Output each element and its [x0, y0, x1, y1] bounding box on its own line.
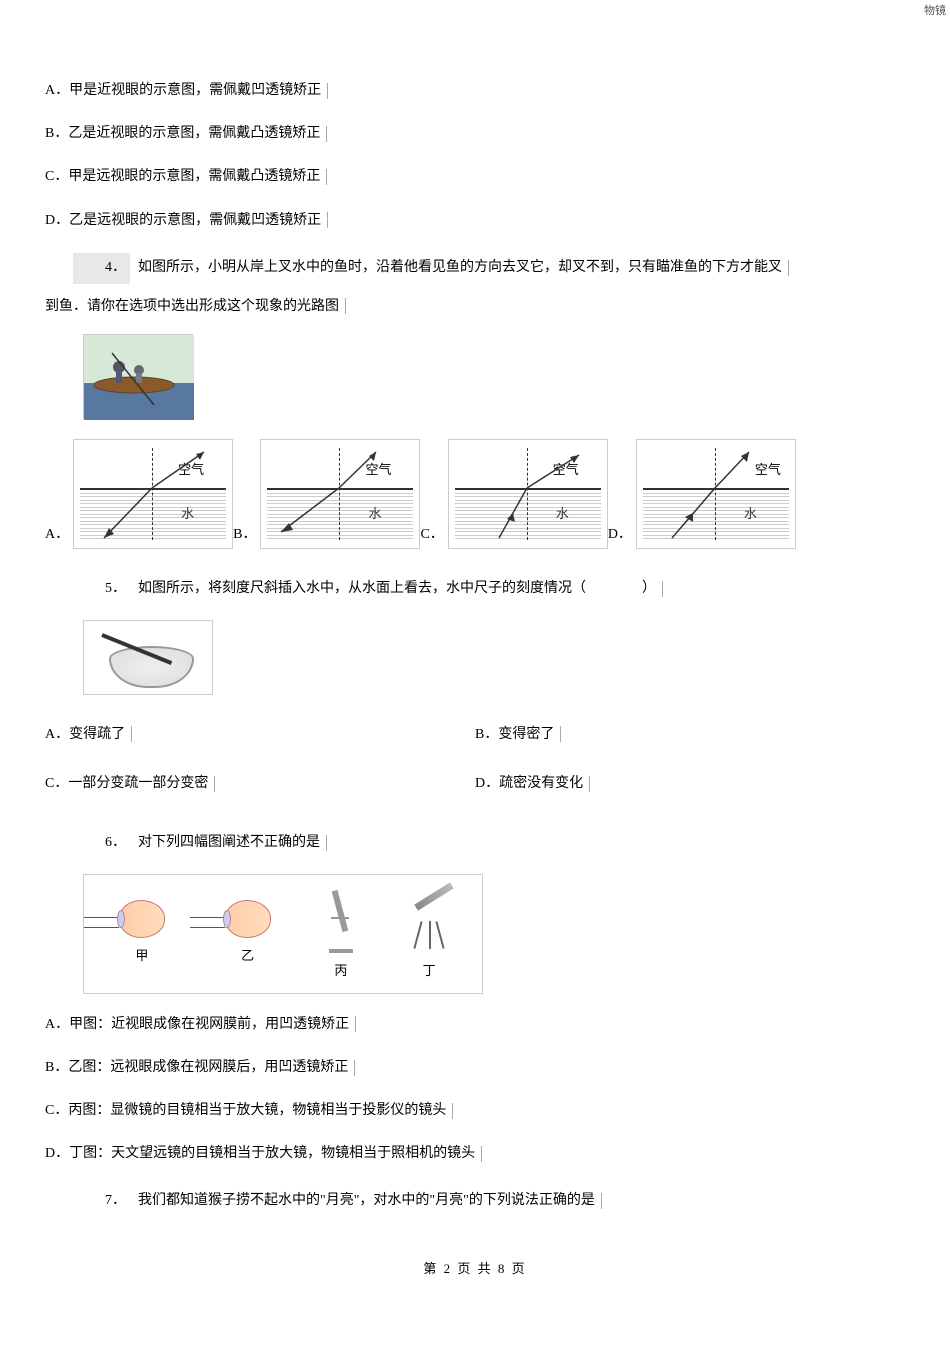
q4-text-line1: 4． 如图所示，小明从岸上叉水中的鱼时，沿着他看见鱼的方向去叉它，却叉不到，只有瞄… — [45, 253, 905, 284]
q4-opt-d-label: D． — [608, 522, 632, 549]
q4c-rays — [449, 440, 609, 550]
q5-opt-c-text: C．一部分变疏一部分变密 — [45, 776, 208, 791]
tick — [326, 126, 327, 142]
tick — [481, 1146, 482, 1162]
q4-fishing-illustration — [83, 334, 193, 419]
tick — [354, 1060, 355, 1076]
q5-number: 5． — [73, 574, 130, 605]
prev-option-a-text: A．甲是近视眼的示意图，需佩戴凹透镜矫正 — [45, 83, 321, 98]
q5-text: 5． 如图所示，将刻度尺斜插入水中，从水面上看去，水中尺子的刻度情况（ ） — [45, 574, 905, 605]
tick — [589, 776, 590, 792]
q5-opt-a-text: A．变得疏了 — [45, 727, 125, 742]
prev-option-d: D．乙是远视眼的示意图，需佩戴凹透镜矫正 — [45, 208, 905, 233]
question-5: 5． 如图所示，将刻度尺斜插入水中，从水面上看去，水中尺子的刻度情况（ ） A．变… — [45, 574, 905, 808]
q5-option-a: A．变得疏了 — [45, 722, 475, 747]
q5-option-d: D．疏密没有变化 — [475, 771, 905, 796]
tick — [214, 776, 215, 792]
q4-options-row: A． 空气 水 B． 空气 — [45, 439, 905, 549]
tick — [345, 298, 346, 314]
prev-option-b-text: B．乙是近视眼的示意图，需佩戴凸透镜矫正 — [45, 126, 320, 141]
q5-opt-d-text: D．疏密没有变化 — [475, 776, 583, 791]
q6-diagram-bing: 丙 — [311, 885, 371, 982]
prev-option-c-text: C．甲是远视眼的示意图，需佩戴凸透镜矫正 — [45, 169, 320, 184]
question-6: 6．对下列四幅图阐述不正确的是 物镜 甲 乙 — [45, 828, 905, 1167]
q4-diagram-c: 空气 水 — [448, 439, 608, 549]
q6-option-b: B．乙图：远视眼成像在视网膜后，用凹透镜矫正 — [45, 1055, 905, 1080]
tick — [452, 1103, 453, 1119]
q6-yi-label: 乙 — [241, 944, 254, 967]
q6-option-a: A．甲图：近视眼成像在视网膜前，用凹透镜矫正 — [45, 1012, 905, 1037]
tick — [327, 212, 328, 228]
q4-opt-c-label: C． — [420, 522, 443, 549]
page-footer: 第 2 页 共 8 页 — [45, 1257, 905, 1280]
q4-body1: 如图所示，小明从岸上叉水中的鱼时，沿着他看见鱼的方向去叉它，却叉不到，只有瞄准鱼… — [138, 260, 782, 275]
prev-option-b: B．乙是近视眼的示意图，需佩戴凸透镜矫正 — [45, 121, 905, 146]
q4b-rays — [261, 440, 421, 550]
q5-options: A．变得疏了 B．变得密了 C．一部分变疏一部分变密 D．疏密没有变化 — [45, 710, 905, 808]
tick — [662, 581, 663, 597]
q4-option-b-cell: B． 空气 水 — [233, 439, 420, 549]
tick — [327, 83, 328, 99]
prev-option-d-text: D．乙是远视眼的示意图，需佩戴凹透镜矫正 — [45, 213, 321, 228]
q4-option-a-cell: A． 空气 水 — [45, 439, 233, 549]
question-4: 4． 如图所示，小明从岸上叉水中的鱼时，沿着他看见鱼的方向去叉它，却叉不到，只有瞄… — [45, 253, 905, 549]
q7-number: 7． — [73, 1186, 130, 1217]
q6-ding-label: 丁 — [423, 959, 436, 982]
q6-diagram-yi: 乙 — [205, 900, 290, 967]
q5-body: 如图所示，将刻度尺斜插入水中，从水面上看去，水中尺子的刻度情况（ ） — [138, 581, 656, 596]
q6-jia-label: 甲 — [135, 944, 148, 967]
q6-text: 6． 对下列四幅图阐述不正确的是 — [45, 828, 905, 859]
q4-option-c-cell: C． 空气 水 — [420, 439, 607, 549]
question-7: 7． 我们都知道猴子捞不起水中的"月亮"，对水中的"月亮"的下列说法正确的是 — [45, 1186, 905, 1217]
q4-diagram-b: 空气 水 — [260, 439, 420, 549]
q4-diagram-d: 空气 水 — [636, 439, 796, 549]
fishing-svg — [84, 335, 194, 420]
tick — [326, 169, 327, 185]
q4d-rays — [637, 440, 797, 550]
q4-opt-a-label: A． — [45, 522, 69, 549]
q6-opt-d-text: D．丁图：天文望远镜的目镜相当于放大镜，物镜相当于照相机的镜头 — [45, 1146, 475, 1161]
q7-body: 我们都知道猴子捞不起水中的"月亮"，对水中的"月亮"的下列说法正确的是 — [138, 1193, 595, 1208]
q6-bing-label: 丙 — [334, 959, 347, 982]
tick — [131, 726, 132, 742]
q5-opt-b-text: B．变得密了 — [475, 727, 554, 742]
prev-option-a: A．甲是近视眼的示意图，需佩戴凹透镜矫正 — [45, 78, 905, 103]
q6-option-d: D．丁图：天文望远镜的目镜相当于放大镜，物镜相当于照相机的镜头 — [45, 1141, 905, 1166]
q6-opt-b-text: B．乙图：远视眼成像在视网膜后，用凹透镜矫正 — [45, 1060, 348, 1075]
q6-opt-c-text: C．丙图：显微镜的目镜相当于放大镜，物镜相当于投影仪的镜头 — [45, 1103, 446, 1118]
prev-option-c: C．甲是远视眼的示意图，需佩戴凸透镜矫正 — [45, 164, 905, 189]
tick — [355, 1016, 356, 1032]
q4-text-line2: 到鱼．请你在选项中选出形成这个现象的光路图 — [45, 294, 905, 319]
q6-option-c: C．丙图：显微镜的目镜相当于放大镜，物镜相当于投影仪的镜头 — [45, 1098, 905, 1123]
q5-option-c: C．一部分变疏一部分变密 — [45, 771, 475, 796]
tick — [326, 835, 327, 851]
q6-obj-lens-label: 物镜 — [924, 2, 946, 22]
q4-opt-b-label: B． — [233, 522, 256, 549]
tick — [601, 1193, 602, 1209]
q6-body: 对下列四幅图阐述不正确的是 — [138, 835, 320, 850]
q4-diagram-a: 空气 水 — [73, 439, 233, 549]
q6-four-diagrams: 物镜 甲 乙 丙 — [83, 874, 483, 994]
q4-body2: 到鱼．请你在选项中选出形成这个现象的光路图 — [45, 299, 339, 314]
q4-option-d-cell: D． 空气 水 — [608, 439, 796, 549]
tick — [788, 260, 789, 276]
q5-bowl-illustration — [83, 620, 213, 695]
q4-number: 4． — [73, 253, 130, 284]
q4a-rays — [74, 440, 234, 550]
q6-opt-a-text: A．甲图：近视眼成像在视网膜前，用凹透镜矫正 — [45, 1017, 349, 1032]
q6-number: 6． — [73, 828, 130, 859]
q7-text: 7． 我们都知道猴子捞不起水中的"月亮"，对水中的"月亮"的下列说法正确的是 — [45, 1186, 905, 1217]
tick — [560, 726, 561, 742]
q6-diagram-jia: 甲 — [99, 900, 184, 967]
q6-diagram-ding: 丁 — [392, 885, 467, 982]
q5-option-b: B．变得密了 — [475, 722, 905, 747]
